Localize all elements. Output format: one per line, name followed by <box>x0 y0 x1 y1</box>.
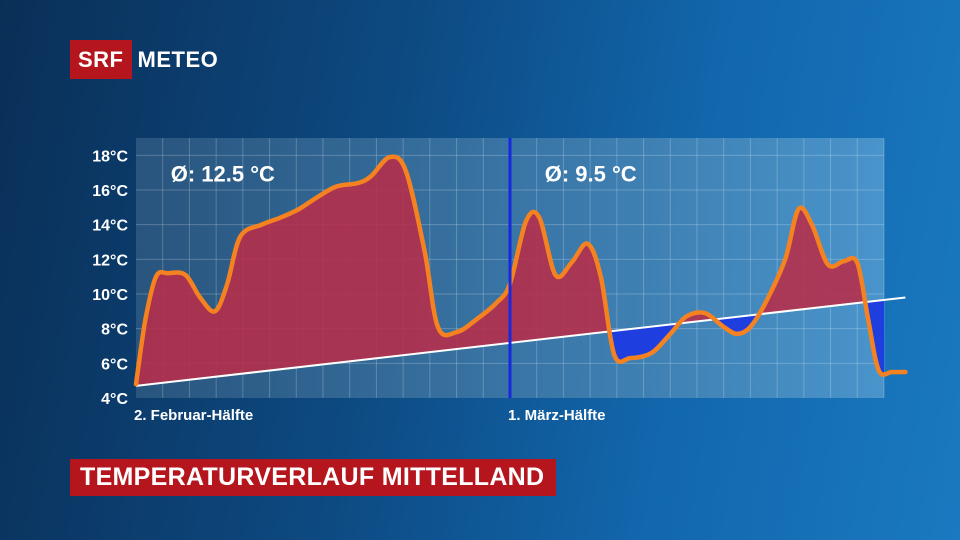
average-annotations: Ø: 12.5 °C Ø: 9.5 °C <box>171 161 637 186</box>
y-tick-label: 12°C <box>92 252 128 269</box>
y-tick-label: 6°C <box>101 356 128 373</box>
meteo-logo-text: METEO <box>137 46 219 72</box>
average-annotation: Ø: 9.5 °C <box>545 161 637 186</box>
normal-temperature-line <box>135 296 906 387</box>
x-axis-labels: 2. Februar-Hälfte 1. März-Hälfte <box>134 407 606 424</box>
chart-title-banner: TEMPERATURVERLAUF MITTELLAND <box>70 459 557 496</box>
y-tick-label: 14°C <box>92 218 128 235</box>
y-tick-label: 10°C <box>92 287 128 304</box>
above-normal-area <box>136 156 884 386</box>
srf-meteo-logo: SRF METEO <box>70 40 218 79</box>
x-axis-label: 2. Februar-Hälfte <box>134 407 253 424</box>
x-axis-label: 1. März-Hälfte <box>508 407 606 424</box>
temperature-line <box>133 154 908 387</box>
srf-logo-box: SRF <box>70 40 132 79</box>
y-tick-label: 8°C <box>101 322 128 339</box>
y-tick-label: 18°C <box>92 148 128 165</box>
average-annotation: Ø: 12.5 °C <box>171 161 275 186</box>
y-tick-label: 16°C <box>92 183 128 200</box>
y-axis-ticks: 4°C 6°C 8°C 10°C 12°C 14°C 16°C 18°C <box>92 148 128 408</box>
y-tick-label: 4°C <box>101 391 128 408</box>
